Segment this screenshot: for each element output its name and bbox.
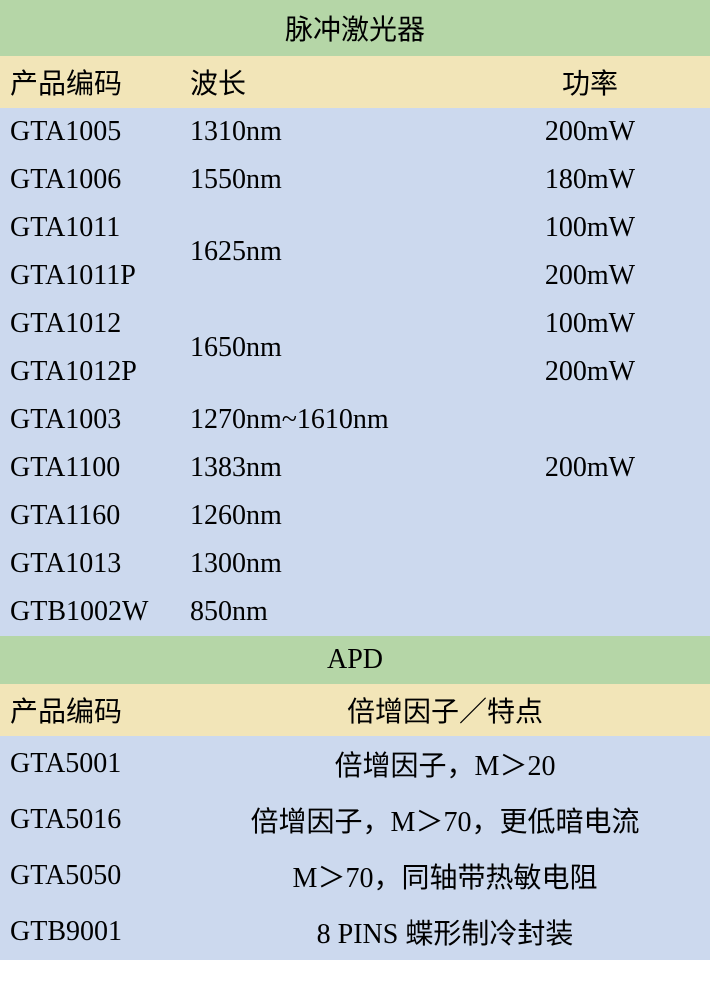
col-header-wavelength: 波长 [180, 56, 470, 108]
section2-header-row: APD [0, 636, 710, 684]
power-value [470, 492, 710, 540]
section2-title: APD [0, 636, 710, 684]
table-row: GTA11601260nm [0, 492, 710, 540]
table-row: GTB90018 PINS 蝶形制冷封装 [0, 904, 710, 960]
product-code: GTA1005 [0, 108, 180, 156]
wavelength-value: 1625nm [180, 204, 470, 300]
table-row: GTA11001383nm200mW [0, 444, 710, 492]
power-value: 180mW [470, 156, 710, 204]
section2-col-header-row: 产品编码倍增因子／特点 [0, 684, 710, 736]
product-code: GTA1011 [0, 204, 180, 252]
col-header-power: 功率 [470, 56, 710, 108]
product-code: GTA5016 [0, 792, 180, 848]
wavelength-value: 1300nm [180, 540, 470, 588]
product-table: 脉冲激光器产品编码波长功率GTA10051310nm200mWGTA100615… [0, 0, 710, 960]
section1-col-header-row: 产品编码波长功率 [0, 56, 710, 108]
feature-value: M＞70，同轴带热敏电阻 [180, 848, 710, 904]
power-value: 100mW [470, 204, 710, 252]
feature-value: 倍增因子，M＞70，更低暗电流 [180, 792, 710, 848]
power-value [470, 396, 710, 444]
table-row: GTA10051310nm200mW [0, 108, 710, 156]
wavelength-value: 1550nm [180, 156, 470, 204]
wavelength-value: 1310nm [180, 108, 470, 156]
col-header-feature: 倍增因子／特点 [180, 684, 710, 736]
product-code: GTB1002W [0, 588, 180, 636]
feature-value: 倍增因子，M＞20 [180, 736, 710, 792]
wavelength-value: 1270nm~1610nm [180, 396, 470, 444]
product-code: GTA1100 [0, 444, 180, 492]
product-code: GTA1160 [0, 492, 180, 540]
product-code: GTA5050 [0, 848, 180, 904]
wavelength-value: 1260nm [180, 492, 470, 540]
power-value: 200mW [470, 108, 710, 156]
product-code: GTA1012 [0, 300, 180, 348]
product-code: GTA1011P [0, 252, 180, 300]
power-value [470, 588, 710, 636]
table-row: GTB1002W850nm [0, 588, 710, 636]
product-code: GTA1013 [0, 540, 180, 588]
table-row: GTA5016倍增因子，M＞70，更低暗电流 [0, 792, 710, 848]
col-header-code: 产品编码 [0, 56, 180, 108]
power-value: 200mW [470, 348, 710, 396]
power-value: 200mW [470, 444, 710, 492]
table-row: GTA10121650nm100mW [0, 300, 710, 348]
product-code: GTA1012P [0, 348, 180, 396]
table-row: GTA5050M＞70，同轴带热敏电阻 [0, 848, 710, 904]
product-code: GTA1003 [0, 396, 180, 444]
table-row: GTA10031270nm~1610nm [0, 396, 710, 444]
power-value: 100mW [470, 300, 710, 348]
table-row: GTA10131300nm [0, 540, 710, 588]
feature-value: 8 PINS 蝶形制冷封装 [180, 904, 710, 960]
col-header-code: 产品编码 [0, 684, 180, 736]
wavelength-value: 850nm [180, 588, 470, 636]
product-code: GTB9001 [0, 904, 180, 960]
power-value: 200mW [470, 252, 710, 300]
section1-header-row: 脉冲激光器 [0, 0, 710, 56]
wavelength-value: 1650nm [180, 300, 470, 396]
table-row: GTA5001倍增因子，M＞20 [0, 736, 710, 792]
product-code: GTA1006 [0, 156, 180, 204]
power-value [470, 540, 710, 588]
product-code: GTA5001 [0, 736, 180, 792]
table-row: GTA10111625nm100mW [0, 204, 710, 252]
section1-title: 脉冲激光器 [0, 0, 710, 56]
wavelength-value: 1383nm [180, 444, 470, 492]
table-row: GTA10061550nm180mW [0, 156, 710, 204]
